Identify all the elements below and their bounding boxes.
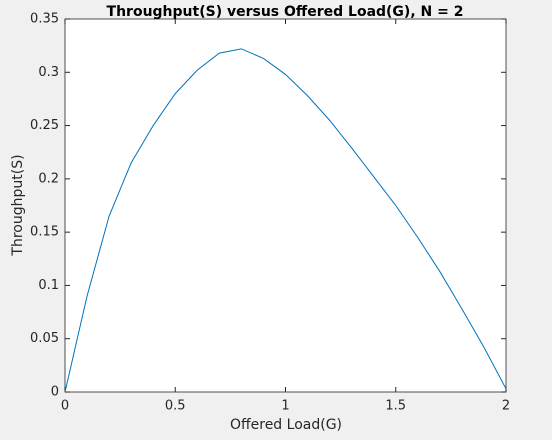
y-tick-label: 0.1 <box>38 278 59 293</box>
axes <box>64 18 507 393</box>
x-tick-label: 0 <box>61 399 69 414</box>
x-tick-label: 1 <box>281 399 289 414</box>
y-tick-label: 0.35 <box>30 12 59 27</box>
x-tick-label: 1.5 <box>385 399 406 414</box>
x-tick-label: 2 <box>502 399 510 414</box>
y-tick-label: 0 <box>51 385 59 400</box>
y-tick-label: 0.25 <box>30 118 59 133</box>
line <box>64 48 507 393</box>
y-tick-label: 0.3 <box>38 65 59 80</box>
chart-title: Throughput(S) versus Offered Load(G), N … <box>107 4 464 20</box>
y-tick-label: 0.05 <box>30 331 59 346</box>
x-axis-label: Offered Load(G) <box>230 417 342 433</box>
y-tick-label: 0.15 <box>30 225 59 240</box>
x-tick-label: 0.5 <box>165 399 186 414</box>
y-tick-label: 0.2 <box>38 171 59 186</box>
y-axis-label: Throughput(S) <box>10 154 26 256</box>
